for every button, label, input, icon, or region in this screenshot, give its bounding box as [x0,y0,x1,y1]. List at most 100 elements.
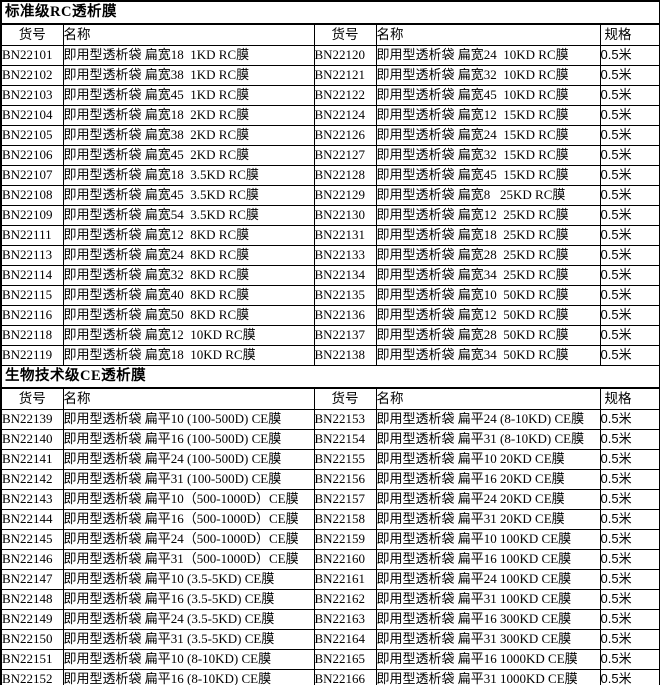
item-code-cell: BN22109 [0,205,64,226]
item-code-cell: BN22155 [313,449,377,470]
item-name-cell: 即用型透析袋 扁宽32 10KD RC膜 [375,65,601,86]
item-code-cell: BN22102 [0,65,64,86]
item-name-cell: 即用型透析袋 扁宽45 15KD RC膜 [375,165,601,186]
table-row: BN22142 即用型透析袋 扁平31 (100-500D) CE膜 BN22156… [0,469,660,490]
item-name-cell: 即用型透析袋 扁平16 20KD CE膜 [375,469,601,490]
item-name-cell: 即用型透析袋 扁宽18 3.5KD RC膜 [62,165,315,186]
item-name-cell: 即用型透析袋 扁宽10 50KD RC膜 [375,285,601,306]
item-code-cell: BN22104 [0,105,64,126]
section-biotech-ce: 生物技术级CE透析膜 货号 名称 货号 名称 规格 BN22139 即用型透析袋 扁平10 (… [0,365,660,685]
item-name-cell: 即用型透析袋 扁宽40 8KD RC膜 [62,285,315,306]
table-row: BN22111 即用型透析袋 扁宽12 8KD RC膜 BN22131 即用型透析袋 … [0,225,660,246]
item-name-cell: 即用型透析袋 扁平24 20KD CE膜 [375,489,601,510]
table-row: BN22113 即用型透析袋 扁宽24 8KD RC膜 BN22133 即用型透析袋 … [0,245,660,266]
item-code-cell: BN22119 [0,345,64,366]
item-code-cell: BN22154 [313,429,377,450]
item-name-cell: 即用型透析袋 扁平10 100KD CE膜 [375,529,601,550]
item-code-cell: BN22129 [313,185,377,206]
item-code-cell: BN22156 [313,469,377,490]
item-code-cell: BN22137 [313,325,377,346]
item-name-cell: 即用型透析袋 扁平24 (100-500D) CE膜 [62,449,315,470]
item-name-cell: 即用型透析袋 扁宽45 3.5KD RC膜 [62,185,315,206]
item-code-cell: BN22159 [313,529,377,550]
item-code-cell: BN22162 [313,589,377,610]
item-name-cell: 即用型透析袋 扁宽18 10KD RC膜 [62,345,315,366]
item-code-cell: BN22153 [313,409,377,430]
spec-cell: 0.5米 [599,589,660,610]
table-row: BN22106 即用型透析袋 扁宽45 2KD RC膜 BN22127 即用型透析袋 … [0,145,660,166]
item-code-cell: BN22163 [313,609,377,630]
table-row: BN22145 即用型透析袋 扁平24（500-1000D）CE膜 BN22159 即… [0,529,660,550]
table-row: BN22114 即用型透析袋 扁宽32 8KD RC膜 BN22134 即用型透析袋 … [0,265,660,286]
item-code-cell: BN22139 [0,409,64,430]
item-code-cell: BN22160 [313,549,377,570]
section-title: 标准级RC透析膜 [0,0,660,25]
item-code-cell: BN22166 [313,669,377,685]
spec-cell: 0.5米 [599,469,660,490]
item-code-cell: BN22152 [0,669,64,685]
item-name-cell: 即用型透析袋 扁宽8 25KD RC膜 [375,185,601,206]
table-row: BN22101 即用型透析袋 扁宽18 1KD RC膜 BN22120 即用型透析袋 … [0,45,660,66]
item-name-cell: 即用型透析袋 扁宽32 15KD RC膜 [375,145,601,166]
section-title-row: 生物技术级CE透析膜 [0,365,660,389]
spec-cell: 0.5米 [599,305,660,326]
table-row: BN22141 即用型透析袋 扁平24 (100-500D) CE膜 BN22155… [0,449,660,470]
spec-cell: 0.5米 [599,569,660,590]
item-name-cell: 即用型透析袋 扁宽24 8KD RC膜 [62,245,315,266]
item-code-cell: BN22164 [313,629,377,650]
table-row: BN22109 即用型透析袋 扁宽54 3.5KD RC膜 BN22130 即用型透析… [0,205,660,226]
item-name-cell: 即用型透析袋 扁平31 (3.5-5KD) CE膜 [62,629,315,650]
spec-cell: 0.5米 [599,185,660,206]
item-code-cell: BN22145 [0,529,64,550]
item-code-cell: BN22114 [0,265,64,286]
table-row: BN22151 即用型透析袋 扁平10 (8-10KD) CE膜 BN22165 即用… [0,649,660,670]
spec-cell: 0.5米 [599,145,660,166]
col-header-item-name: 名称 [375,23,601,46]
spec-cell: 0.5米 [599,409,660,430]
col-header-item-code: 货号 [0,23,64,46]
item-code-cell: BN22140 [0,429,64,450]
item-name-cell: 即用型透析袋 扁宽45 2KD RC膜 [62,145,315,166]
spec-cell: 0.5米 [599,489,660,510]
spec-cell: 0.5米 [599,225,660,246]
spec-cell: 0.5米 [599,529,660,550]
col-header-item-name: 名称 [62,23,315,46]
item-code-cell: BN22142 [0,469,64,490]
table-row: BN22104 即用型透析袋 扁宽18 2KD RC膜 BN22124 即用型透析袋 … [0,105,660,126]
spec-cell: 0.5米 [599,285,660,306]
item-name-cell: 即用型透析袋 扁宽45 1KD RC膜 [62,85,315,106]
item-code-cell: BN22108 [0,185,64,206]
item-name-cell: 即用型透析袋 扁平10 (100-500D) CE膜 [62,409,315,430]
item-code-cell: BN22107 [0,165,64,186]
item-name-cell: 即用型透析袋 扁宽18 1KD RC膜 [62,45,315,66]
item-name-cell: 即用型透析袋 扁宽12 50KD RC膜 [375,305,601,326]
item-name-cell: 即用型透析袋 扁平31 (8-10KD) CE膜 [375,429,601,450]
column-header-row: 货号 名称 货号 名称 规格 [0,387,660,410]
item-name-cell: 即用型透析袋 扁平16 (8-10KD) CE膜 [62,669,315,685]
item-name-cell: 即用型透析袋 扁平31 (100-500D) CE膜 [62,469,315,490]
spec-cell: 0.5米 [599,105,660,126]
item-code-cell: BN22141 [0,449,64,470]
spec-cell: 0.5米 [599,345,660,366]
item-name-cell: 即用型透析袋 扁平10 (8-10KD) CE膜 [62,649,315,670]
spec-cell: 0.5米 [599,125,660,146]
item-name-cell: 即用型透析袋 扁宽12 8KD RC膜 [62,225,315,246]
spec-cell: 0.5米 [599,205,660,226]
item-name-cell: 即用型透析袋 扁宽28 25KD RC膜 [375,245,601,266]
spec-cell: 0.5米 [599,629,660,650]
item-code-cell: BN22161 [313,569,377,590]
table-row: BN22108 即用型透析袋 扁宽45 3.5KD RC膜 BN22129 即用型透析… [0,185,660,206]
item-code-cell: BN22143 [0,489,64,510]
item-name-cell: 即用型透析袋 扁宽32 8KD RC膜 [62,265,315,286]
table-row: BN22147 即用型透析袋 扁平10 (3.5-5KD) CE膜 BN22161 即… [0,569,660,590]
item-code-cell: BN22121 [313,65,377,86]
col-header-item-code: 货号 [0,387,64,410]
spec-cell: 0.5米 [599,85,660,106]
table-row: BN22118 即用型透析袋 扁宽12 10KD RC膜 BN22137 即用型透析袋… [0,325,660,346]
item-code-cell: BN22144 [0,509,64,530]
spec-cell: 0.5米 [599,245,660,266]
item-code-cell: BN22147 [0,569,64,590]
item-code-cell: BN22103 [0,85,64,106]
